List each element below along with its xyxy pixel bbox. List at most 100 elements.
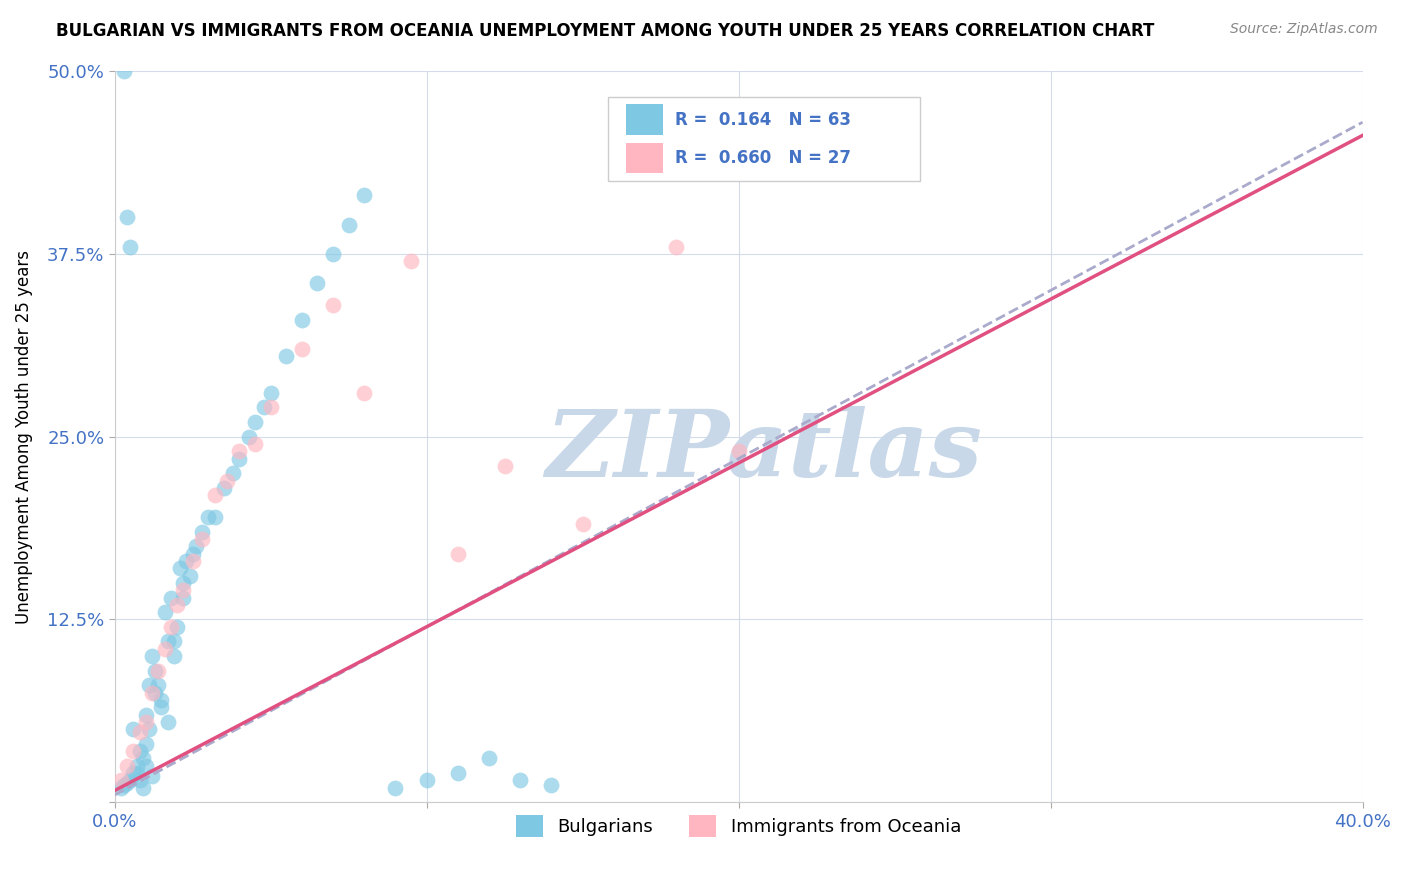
- Point: [125, 758, 148, 772]
- Point: [260, 385, 283, 400]
- Point: [337, 218, 360, 232]
- Point: [153, 641, 176, 656]
- Point: [172, 583, 194, 598]
- Point: [181, 547, 204, 561]
- Point: [135, 737, 157, 751]
- Point: [122, 722, 145, 736]
- Point: [291, 312, 314, 326]
- Point: [141, 648, 163, 663]
- Point: [160, 591, 183, 605]
- Point: [115, 758, 138, 772]
- Point: [128, 725, 150, 739]
- Point: [260, 401, 283, 415]
- Point: [172, 591, 194, 605]
- Point: [204, 488, 226, 502]
- Point: [540, 778, 562, 792]
- Point: [110, 773, 132, 788]
- Point: [125, 766, 148, 780]
- Point: [384, 780, 406, 795]
- Point: [509, 773, 531, 788]
- Point: [322, 247, 344, 261]
- Point: [665, 239, 688, 253]
- Point: [307, 276, 329, 290]
- Point: [447, 766, 470, 780]
- Point: [399, 254, 422, 268]
- Text: R =  0.164   N = 63: R = 0.164 N = 63: [675, 111, 851, 128]
- Point: [166, 620, 188, 634]
- Point: [156, 714, 179, 729]
- Point: [128, 744, 150, 758]
- Point: [110, 780, 132, 795]
- Point: [138, 678, 160, 692]
- Point: [112, 778, 135, 792]
- Point: [122, 744, 145, 758]
- Point: [238, 430, 260, 444]
- Point: [191, 532, 214, 546]
- Point: [478, 751, 501, 765]
- Point: [494, 458, 516, 473]
- Point: [138, 722, 160, 736]
- Point: [122, 766, 145, 780]
- Point: [150, 700, 173, 714]
- FancyBboxPatch shape: [626, 104, 662, 135]
- Text: ZIPatlas: ZIPatlas: [546, 406, 981, 496]
- Point: [727, 444, 749, 458]
- Point: [115, 211, 138, 225]
- Point: [141, 769, 163, 783]
- Point: [181, 554, 204, 568]
- Point: [120, 773, 142, 788]
- Point: [148, 664, 170, 678]
- Point: [228, 444, 250, 458]
- Point: [197, 510, 219, 524]
- Point: [135, 707, 157, 722]
- Point: [169, 561, 191, 575]
- Point: [135, 758, 157, 772]
- Point: [276, 349, 298, 363]
- Point: [132, 751, 155, 765]
- Point: [353, 385, 375, 400]
- Point: [222, 467, 245, 481]
- Point: [166, 598, 188, 612]
- Point: [153, 605, 176, 619]
- Point: [172, 575, 194, 590]
- Point: [150, 693, 173, 707]
- Text: Source: ZipAtlas.com: Source: ZipAtlas.com: [1230, 22, 1378, 37]
- FancyBboxPatch shape: [607, 96, 920, 181]
- Point: [160, 620, 183, 634]
- Point: [128, 773, 150, 788]
- Point: [156, 634, 179, 648]
- Point: [132, 780, 155, 795]
- Point: [204, 510, 226, 524]
- Point: [148, 678, 170, 692]
- Point: [353, 188, 375, 202]
- Text: R =  0.660   N = 27: R = 0.660 N = 27: [675, 149, 851, 167]
- Legend: Bulgarians, Immigrants from Oceania: Bulgarians, Immigrants from Oceania: [509, 808, 969, 845]
- Point: [253, 401, 276, 415]
- Point: [163, 634, 186, 648]
- Point: [571, 517, 593, 532]
- Point: [212, 481, 235, 495]
- Point: [415, 773, 437, 788]
- Point: [322, 298, 344, 312]
- Point: [112, 64, 135, 78]
- Point: [135, 714, 157, 729]
- Point: [143, 664, 166, 678]
- Point: [243, 415, 266, 429]
- Point: [447, 547, 470, 561]
- Point: [179, 568, 201, 582]
- Point: [176, 554, 198, 568]
- Point: [243, 437, 266, 451]
- Y-axis label: Unemployment Among Youth under 25 years: Unemployment Among Youth under 25 years: [15, 250, 32, 624]
- Point: [163, 648, 186, 663]
- Point: [184, 539, 207, 553]
- Point: [141, 685, 163, 699]
- Point: [291, 342, 314, 356]
- FancyBboxPatch shape: [626, 143, 662, 173]
- Point: [143, 685, 166, 699]
- Point: [215, 474, 238, 488]
- Point: [115, 776, 138, 790]
- Point: [120, 239, 142, 253]
- Text: BULGARIAN VS IMMIGRANTS FROM OCEANIA UNEMPLOYMENT AMONG YOUTH UNDER 25 YEARS COR: BULGARIAN VS IMMIGRANTS FROM OCEANIA UNE…: [56, 22, 1154, 40]
- Point: [228, 451, 250, 466]
- Point: [191, 524, 214, 539]
